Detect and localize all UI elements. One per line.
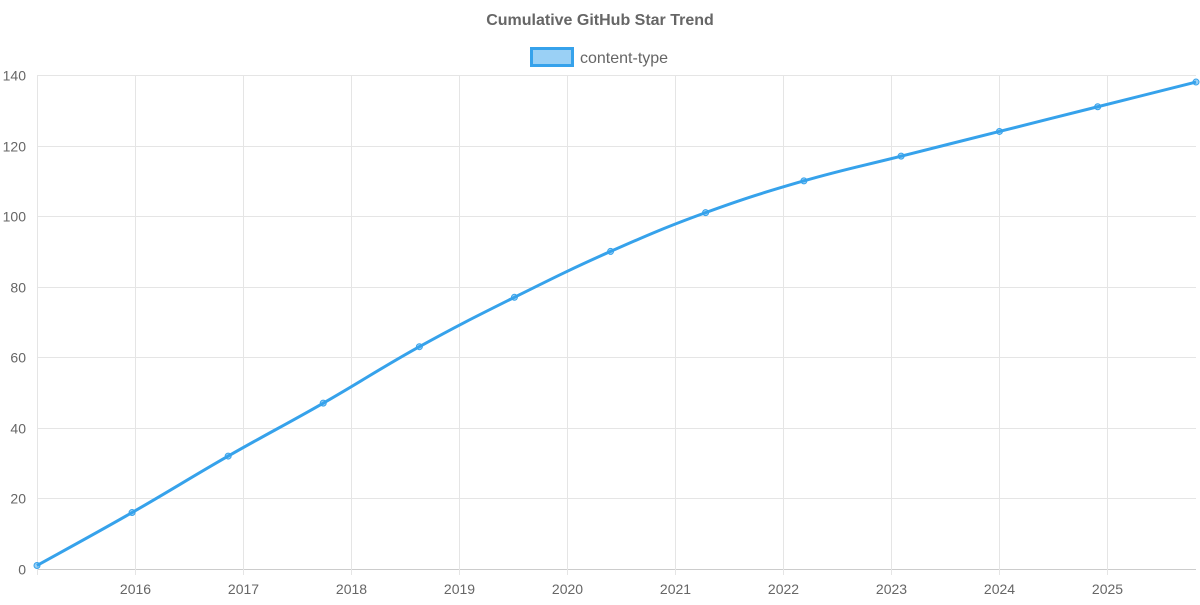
y-tick-label: 100 [3, 209, 27, 225]
y-tick-label: 20 [10, 491, 26, 507]
x-tick-label: 2022 [768, 581, 799, 597]
data-point[interactable] [995, 127, 1003, 135]
data-point[interactable] [1094, 103, 1102, 111]
data-point[interactable] [607, 247, 615, 255]
series-line-content-type [36, 80, 1197, 567]
data-point[interactable] [800, 177, 808, 185]
legend-swatch [530, 47, 574, 67]
data-point[interactable] [1192, 78, 1200, 86]
data-point[interactable] [510, 293, 518, 301]
x-tick-label: 2020 [552, 581, 583, 597]
y-tick-label: 0 [18, 562, 26, 578]
y-tick-label: 80 [10, 280, 26, 296]
data-point[interactable] [897, 152, 905, 160]
y-tick-label: 140 [3, 68, 27, 84]
y-tick-label: 60 [10, 350, 26, 366]
legend[interactable]: content-type [530, 47, 669, 68]
data-point[interactable] [319, 399, 327, 407]
data-point[interactable] [702, 209, 710, 217]
x-tick-label: 2025 [1092, 581, 1123, 597]
x-tick-label: 2017 [228, 581, 259, 597]
x-tick-label: 2024 [984, 581, 1015, 597]
y-tick-label: 40 [10, 421, 26, 437]
data-point[interactable] [415, 343, 423, 351]
legend-label: content-type [580, 50, 668, 67]
data-point[interactable] [128, 509, 136, 517]
x-tick-label: 2023 [876, 581, 907, 597]
data-point[interactable] [224, 452, 232, 460]
chart-title: Cumulative GitHub Star Trend [486, 12, 714, 29]
x-tick-label: 2018 [336, 581, 367, 597]
x-tick-label: 2019 [444, 581, 475, 597]
x-tick-label: 2021 [660, 581, 691, 597]
data-point[interactable] [33, 561, 41, 569]
y-tick-label: 120 [3, 139, 27, 155]
x-tick-label: 2016 [120, 581, 151, 597]
